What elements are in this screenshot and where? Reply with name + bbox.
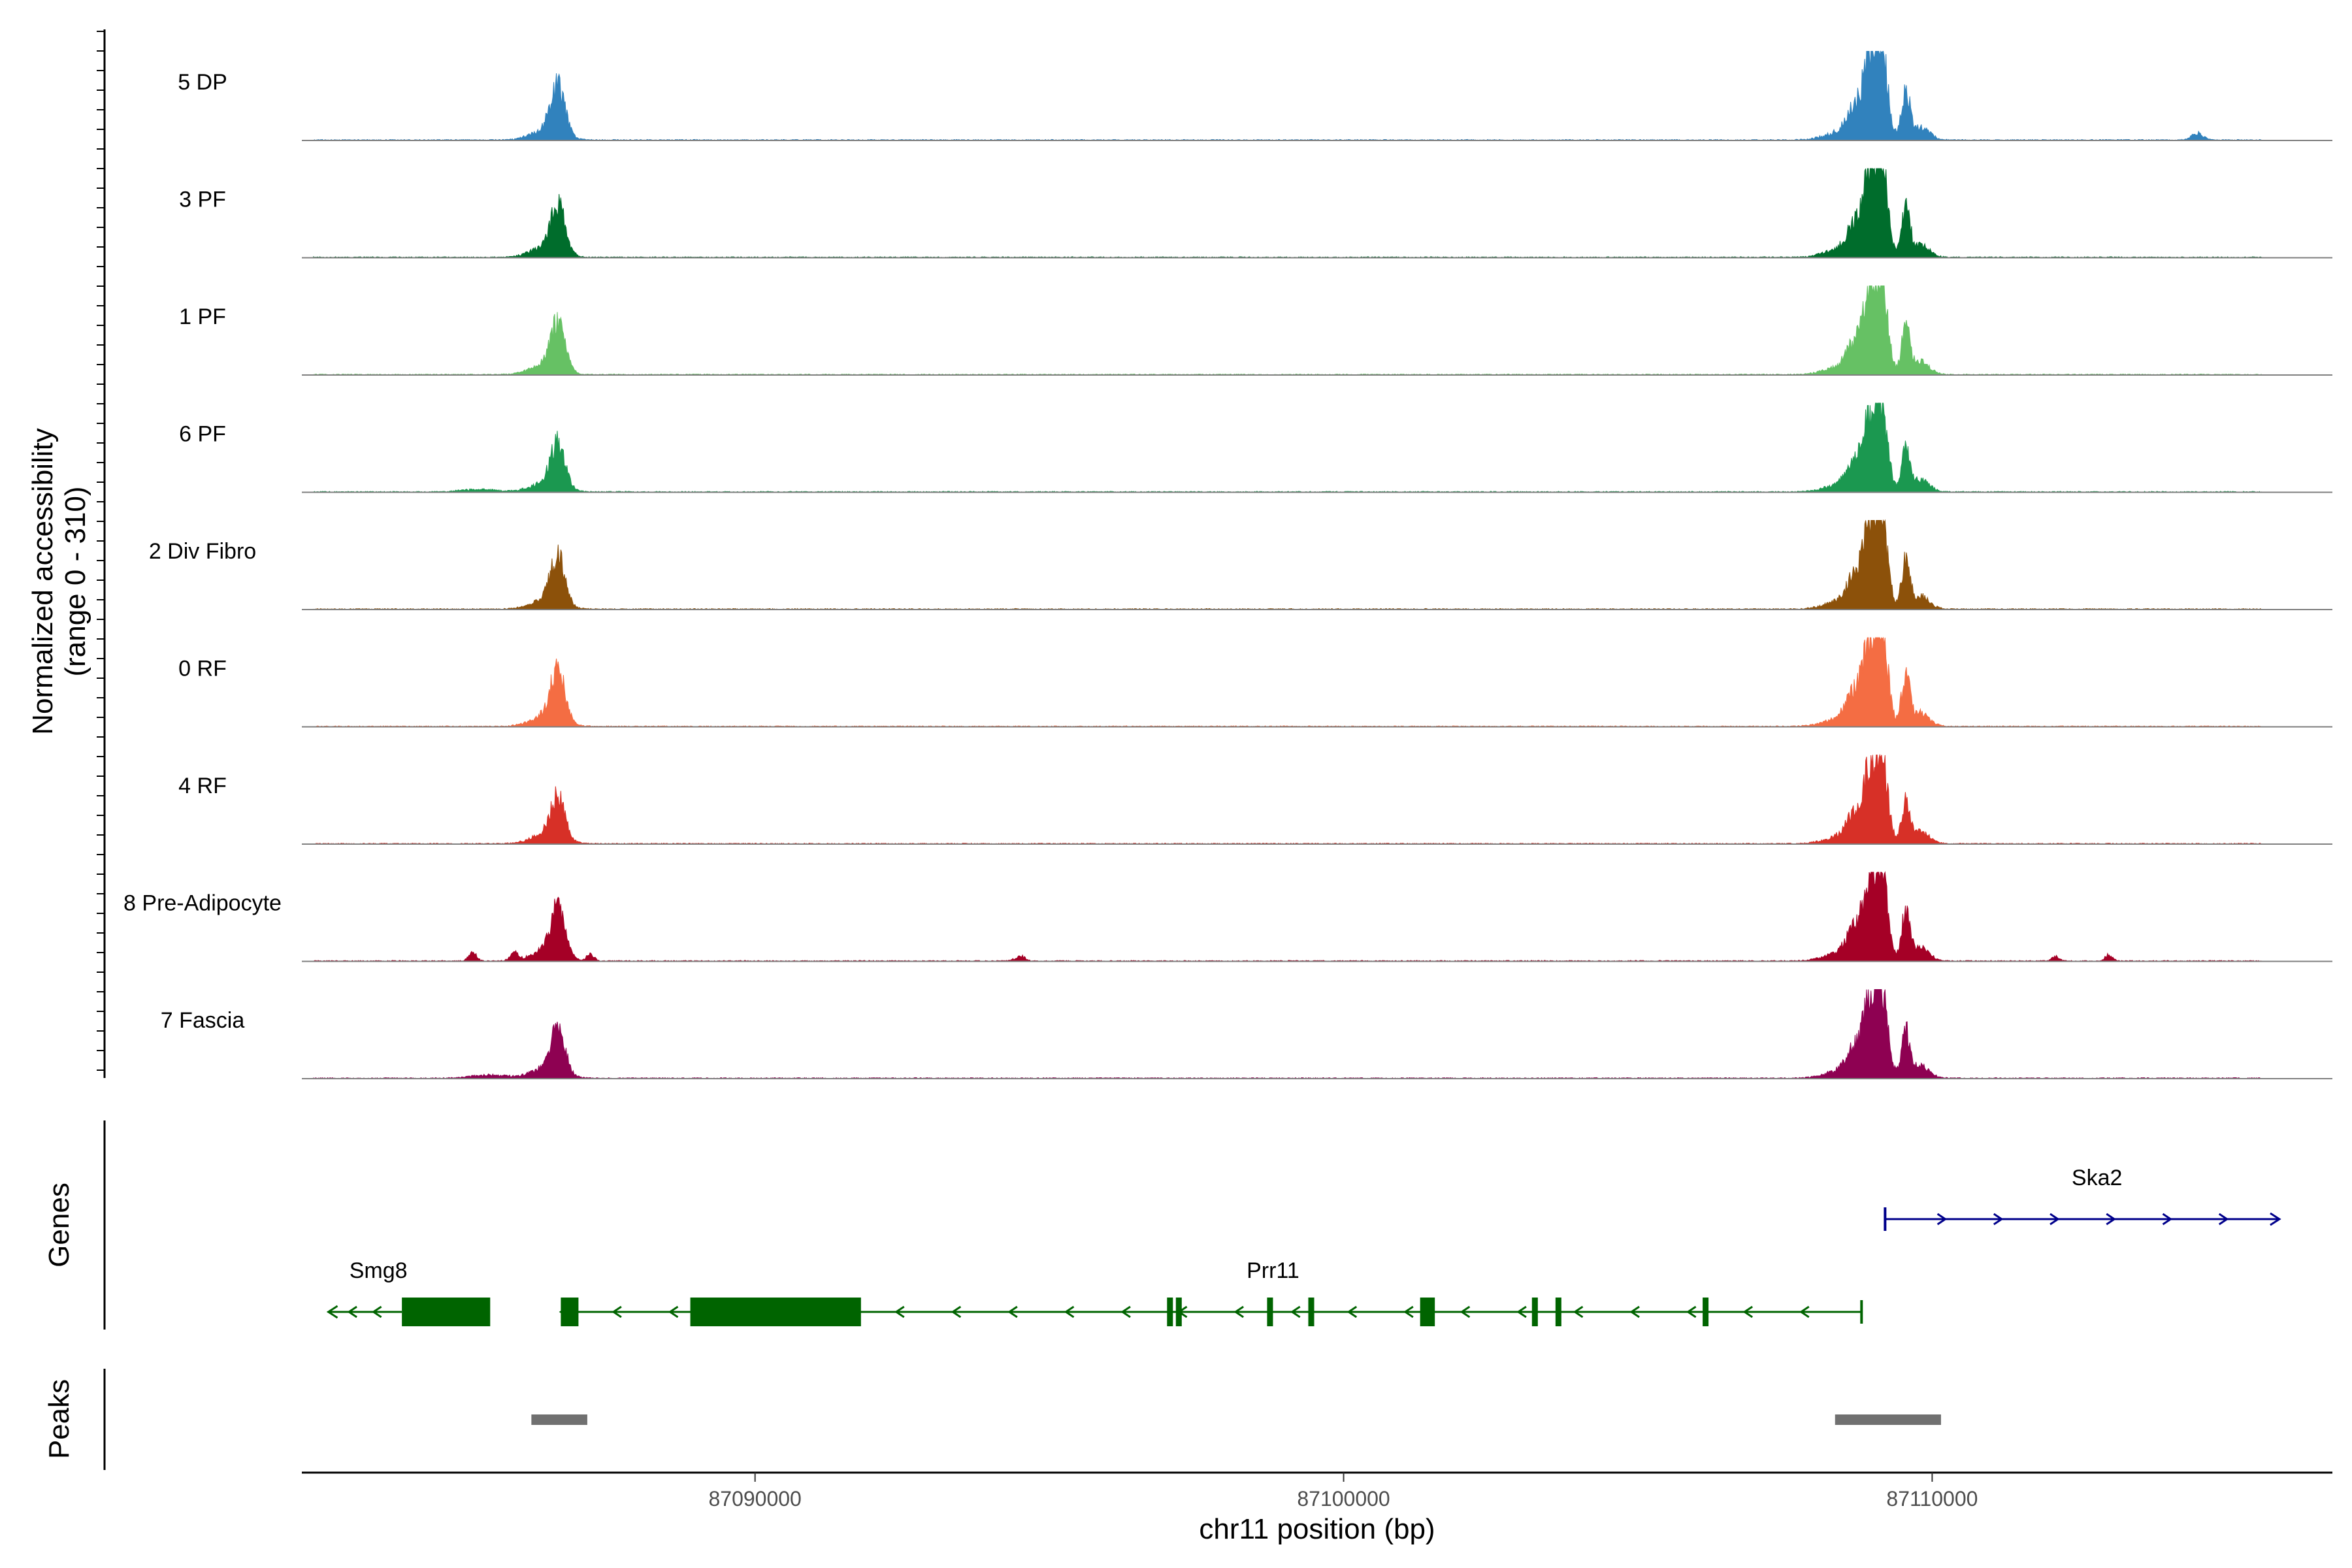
strand-arrow — [1007, 1305, 1018, 1318]
strand-arrow — [668, 1305, 679, 1318]
x-axis-ticks: 87090000 87100000 87110000 — [708, 1473, 1978, 1511]
y-axis-title-line2: (range 0 - 310) — [59, 486, 91, 676]
y-axis-ticks — [97, 31, 105, 1071]
gene-exon — [1175, 1298, 1182, 1326]
strand-arrow — [1993, 1213, 2004, 1226]
gene-prr11: Prr11 — [559, 1258, 1863, 1326]
track-label: 8 Pre-Adipocyte — [123, 891, 282, 916]
gene-exon — [1555, 1298, 1561, 1326]
genes-track: Smg8 Prr11 Ska2 — [326, 1166, 2281, 1326]
gene-exon — [561, 1298, 579, 1326]
strand-arrow — [1233, 1305, 1244, 1318]
x-axis-title: chr11 position (bp) — [1199, 1513, 1435, 1545]
gene-end-arrow — [326, 1305, 338, 1319]
strand-arrow — [1120, 1305, 1131, 1318]
track-label: 0 RF — [178, 657, 227, 681]
strand-arrow — [1290, 1305, 1301, 1318]
strand-arrow — [1629, 1305, 1640, 1318]
x-tick-label: 87100000 — [1297, 1487, 1390, 1511]
peak-region — [531, 1414, 587, 1425]
gene-label: Smg8 — [350, 1258, 408, 1283]
strand-arrow — [1573, 1305, 1584, 1318]
peaks-track-title: Peaks — [43, 1379, 75, 1459]
gene-exon — [1420, 1298, 1435, 1326]
gene-exon — [690, 1298, 861, 1326]
gene-exon — [1267, 1298, 1273, 1326]
track-0-rf: 0 RF — [178, 636, 2332, 728]
track-1-pf: 1 PF — [179, 286, 2332, 376]
strand-arrow — [2106, 1213, 2116, 1226]
strand-arrow — [347, 1305, 357, 1318]
gene-exon — [1308, 1298, 1315, 1326]
strand-arrow — [1686, 1305, 1697, 1318]
strand-arrow — [612, 1305, 622, 1318]
gene-smg8: Smg8 — [326, 1258, 491, 1326]
strand-arrow — [951, 1305, 962, 1318]
track-label: 7 Fascia — [161, 1008, 245, 1033]
strand-arrow — [1403, 1305, 1414, 1318]
track-label: 4 RF — [178, 774, 227, 798]
track-label: 6 PF — [179, 422, 226, 447]
strand-arrow — [2218, 1213, 2229, 1226]
track-label: 2 Div Fibro — [149, 539, 256, 564]
track-label: 3 PF — [179, 188, 226, 212]
strand-arrow — [1799, 1305, 1810, 1318]
peak-region — [1835, 1414, 1941, 1425]
strand-arrow — [894, 1305, 905, 1318]
track-4-rf: 4 RF — [178, 753, 2332, 845]
peaks-track — [531, 1414, 1941, 1425]
strand-arrow — [1936, 1213, 1948, 1226]
track-5-dp: 5 DP — [178, 50, 2332, 141]
track-8-pre-adipocyte: 8 Pre-Adipocyte — [123, 871, 2332, 962]
strand-arrow — [1742, 1305, 1754, 1318]
gene-label: Ska2 — [2072, 1166, 2123, 1190]
gene-ska2: Ska2 — [1884, 1166, 2281, 1231]
strand-arrow — [1460, 1305, 1471, 1318]
coverage-area — [313, 402, 2262, 493]
track-3-pf: 3 PF — [179, 167, 2332, 259]
gene-exon — [402, 1298, 491, 1326]
track-label: 5 DP — [178, 70, 227, 95]
y-axis-title-line1: Normalized accessibility — [27, 428, 59, 734]
strand-arrow — [371, 1305, 382, 1318]
genes-track-title: Genes — [43, 1183, 75, 1267]
strand-arrow — [1064, 1305, 1075, 1318]
strand-arrow — [2050, 1213, 2060, 1226]
track-2-div-fibro: 2 Div Fibro — [149, 519, 2332, 610]
gene-exon — [1531, 1298, 1538, 1326]
track-label: 1 PF — [179, 304, 226, 329]
gene-exon — [1703, 1298, 1709, 1326]
strand-arrow — [2162, 1213, 2173, 1226]
x-tick-label: 87110000 — [1886, 1487, 1978, 1511]
strand-arrow — [1516, 1305, 1527, 1318]
track-7-fascia: 7 Fascia — [161, 989, 2332, 1079]
gene-label: Prr11 — [1247, 1258, 1299, 1283]
x-tick-label: 87090000 — [708, 1487, 801, 1511]
gene-exon — [1167, 1298, 1173, 1326]
track-6-pf: 6 PF — [179, 402, 2332, 493]
coverage-tracks: 5 DP 3 PF 1 PF 6 PF 2 Div Fibro 0 RF 4 RF 8 Pre… — [123, 50, 2332, 1079]
strand-arrow — [1347, 1305, 1358, 1318]
gene-end-arrow — [2270, 1212, 2281, 1226]
